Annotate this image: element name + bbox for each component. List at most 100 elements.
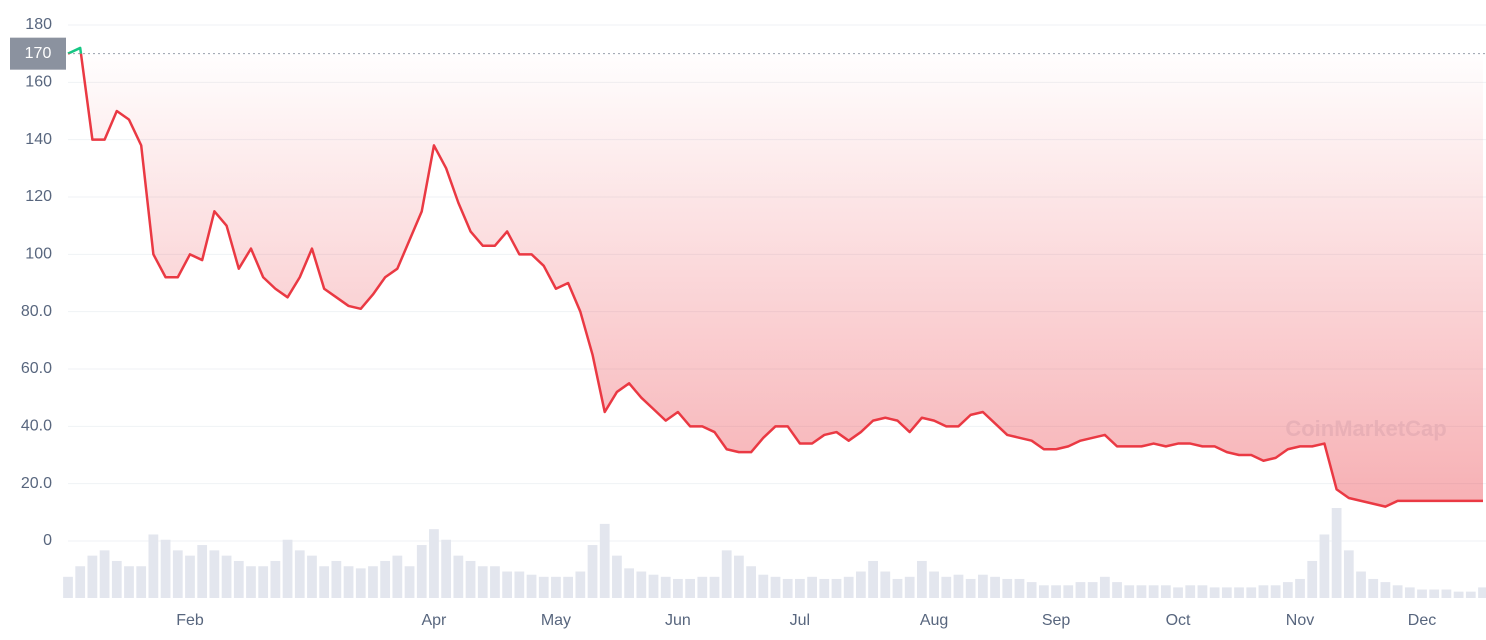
volume-bar — [868, 560, 878, 598]
volume-bar — [1282, 582, 1293, 598]
volume-bar — [1417, 589, 1427, 598]
volume-bar — [856, 571, 866, 598]
volume-bar — [282, 539, 293, 598]
volume-bar — [490, 566, 500, 598]
volume-bar — [673, 578, 683, 598]
volume-bar — [343, 566, 354, 598]
volume-bar — [1087, 582, 1098, 598]
y-tick-label: 0 — [43, 532, 52, 549]
volume-bar — [1392, 585, 1403, 598]
volume-bar — [904, 576, 915, 598]
volume-bar — [612, 555, 622, 598]
volume-bar — [953, 574, 964, 598]
x-tick-label: Dec — [1408, 612, 1436, 629]
volume-bar — [246, 566, 256, 598]
volume-bar — [416, 545, 427, 598]
volume-bar — [465, 560, 476, 598]
volume-bar — [807, 576, 817, 598]
volume-bar — [977, 574, 988, 598]
volume-bar — [721, 550, 732, 598]
baseline-label: 170 — [25, 45, 52, 62]
volume-bar — [63, 576, 73, 598]
volume-bar — [599, 523, 610, 598]
volume-bar — [880, 571, 891, 598]
y-tick-label: 120 — [25, 188, 52, 205]
volume-bar — [1014, 578, 1025, 598]
volume-bar — [1002, 578, 1013, 598]
x-tick-label: May — [541, 612, 571, 629]
volume-bar — [965, 578, 976, 598]
volume-bar — [1368, 578, 1379, 598]
x-tick-label: Jul — [790, 612, 810, 629]
volume-bar — [795, 578, 805, 598]
volume-bar — [1453, 591, 1464, 598]
volume-bar — [929, 571, 939, 598]
volume-bar — [1209, 587, 1220, 598]
volume-bar — [636, 571, 647, 598]
volume-bar — [831, 578, 842, 598]
volume-bar — [441, 539, 452, 598]
volume-bar — [368, 566, 378, 598]
volume-bar — [1173, 587, 1183, 598]
volume-bar — [1429, 589, 1440, 598]
volume-bar — [87, 555, 98, 598]
volume-bar — [1478, 587, 1486, 598]
volume-bar — [746, 566, 756, 598]
volume-bar — [1124, 585, 1135, 598]
volume-bar — [294, 550, 305, 598]
volume-bar — [1221, 587, 1232, 598]
volume-bar — [734, 555, 744, 598]
y-tick-label: 60.0 — [21, 360, 52, 377]
volume-bar — [1136, 585, 1147, 598]
volume-bar — [197, 545, 208, 598]
volume-bar — [307, 555, 317, 598]
volume-bar — [1112, 582, 1122, 598]
volume-bar — [148, 534, 159, 598]
x-tick-label: Feb — [176, 612, 204, 629]
y-tick-label: 140 — [25, 131, 52, 148]
volume-bar — [575, 571, 586, 598]
volume-bar — [111, 560, 122, 598]
baseline-label-box — [10, 37, 66, 70]
volume-bar — [233, 560, 244, 598]
volume-bar — [514, 571, 525, 598]
volume-bar — [502, 571, 513, 598]
volume-bar — [758, 574, 769, 598]
x-tick-label: Sep — [1042, 612, 1071, 629]
volume-bar — [941, 576, 952, 598]
volume-bar — [1185, 585, 1196, 598]
volume-bar — [1160, 585, 1171, 598]
volume-bar — [270, 560, 281, 598]
volume-bar — [1270, 585, 1281, 598]
volume-bar — [429, 529, 439, 598]
volume-bar — [782, 578, 793, 598]
volume-bar — [1404, 587, 1415, 598]
y-tick-label: 20.0 — [21, 475, 52, 492]
volume-bar — [1380, 582, 1391, 598]
volume-bar — [819, 578, 830, 598]
volume-bar — [1197, 585, 1208, 598]
x-tick-label: Apr — [421, 612, 447, 629]
y-tick-label: 80.0 — [21, 303, 52, 320]
volume-bar — [380, 560, 391, 598]
volume-bar — [1331, 508, 1342, 598]
volume-bar — [1343, 550, 1354, 598]
volume-bar — [1465, 591, 1476, 598]
volume-bar — [1038, 585, 1049, 598]
volume-bar — [526, 574, 537, 598]
volume-bar — [404, 566, 415, 598]
x-tick-label: Nov — [1286, 612, 1314, 629]
volume-bar — [685, 578, 695, 598]
volume-bar — [990, 576, 1000, 598]
volume-bar — [587, 545, 598, 598]
volume-bar — [538, 576, 549, 598]
volume-bar — [1063, 585, 1074, 598]
x-tick-label: Aug — [920, 612, 948, 629]
volume-bar — [843, 576, 854, 598]
volume-bar — [563, 576, 574, 598]
volume-bar — [1246, 587, 1257, 598]
volume-bar — [1441, 589, 1452, 598]
volume-bar — [1026, 582, 1037, 598]
volume-bar — [1258, 585, 1269, 598]
